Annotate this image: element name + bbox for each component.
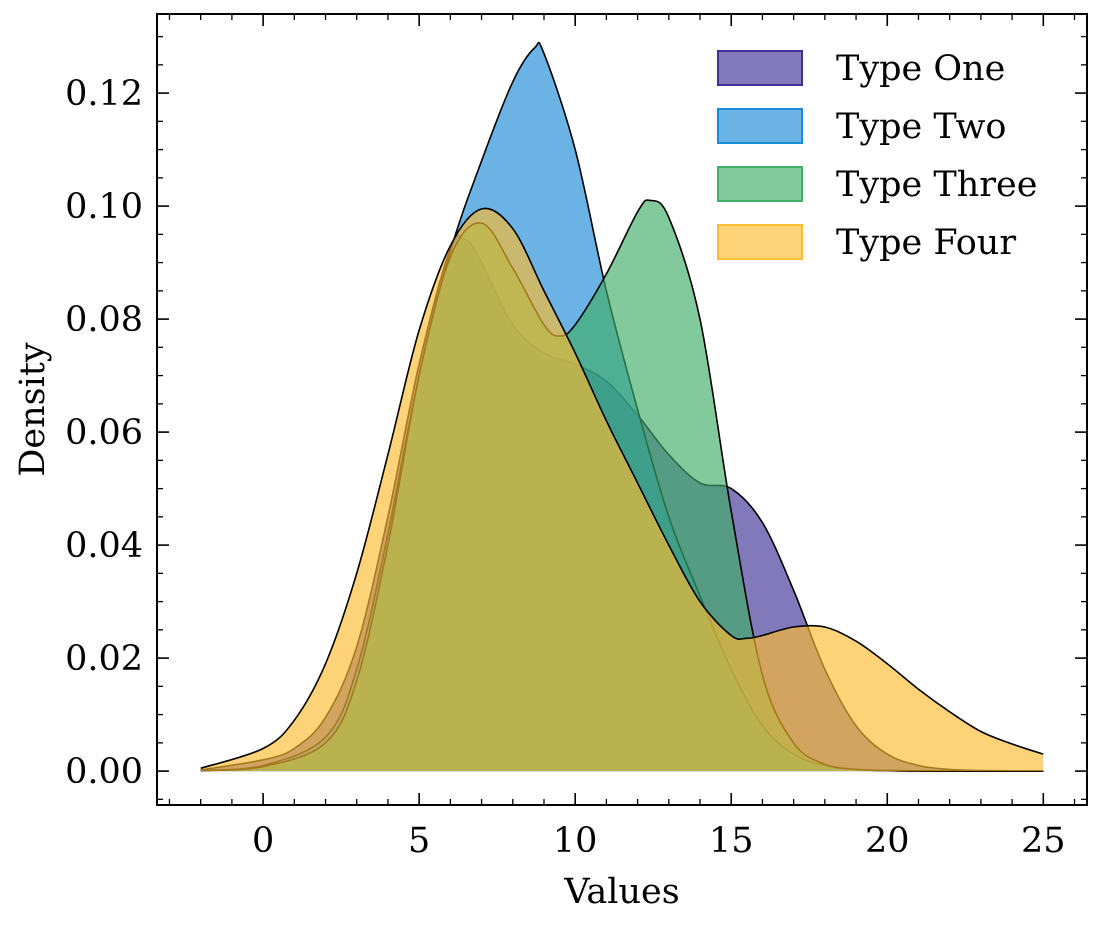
legend-label: Type Two: [836, 107, 1007, 147]
y-tick-label: 0.02: [65, 639, 143, 679]
x-axis-label: Values: [563, 872, 679, 912]
y-tick-label: 0.10: [65, 187, 143, 227]
y-tick-label: 0.12: [65, 74, 143, 114]
y-tick-label: 0.04: [65, 526, 143, 566]
legend-swatch: [717, 108, 803, 144]
x-tick-label: 20: [865, 821, 910, 861]
area-type-four: [200, 208, 1044, 772]
legend: Type One Type Two Type Three Type Four: [717, 49, 1037, 263]
x-tick-label: 0: [252, 821, 274, 861]
line-type-four: [200, 207, 1044, 770]
x-tick-label: 15: [709, 821, 754, 861]
density-areas: [200, 41, 1044, 772]
legend-label: Type One: [836, 49, 1005, 89]
y-tick-label: 0.06: [65, 413, 143, 453]
tick-labels: 0 5 10 15 20 25 0.00 0.02 0.04 0.06 0.08 0.10 0.12: [65, 74, 1066, 861]
legend-swatch: [717, 166, 803, 202]
legend-label: Type Three: [836, 165, 1037, 205]
y-tick-label: 0.08: [65, 300, 143, 340]
x-tick-label: 5: [408, 821, 430, 861]
y-tick-label: 0.00: [65, 752, 143, 792]
legend-label: Type Four: [836, 223, 1016, 263]
x-tick-label: 10: [553, 821, 598, 861]
legend-swatch: [717, 50, 803, 86]
y-axis-label: Density: [13, 342, 53, 477]
x-tick-label: 25: [1021, 821, 1066, 861]
plot-frame: [156, 13, 1088, 806]
legend-swatch: [717, 224, 803, 260]
